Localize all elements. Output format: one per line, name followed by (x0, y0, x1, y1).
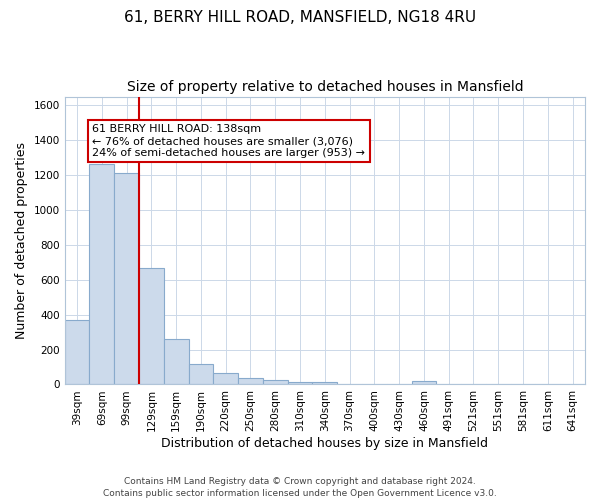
Bar (89, 164, 114, 384)
Text: 61, BERRY HILL ROAD, MANSFIELD, NG18 4RU: 61, BERRY HILL ROAD, MANSFIELD, NG18 4RU (124, 10, 476, 25)
Text: 61 BERRY HILL ROAD: 138sqm
← 76% of detached houses are smaller (3,076)
24% of s: 61 BERRY HILL ROAD: 138sqm ← 76% of deta… (92, 124, 365, 158)
Bar (238, 378, 263, 384)
Text: Contains HM Land Registry data © Crown copyright and database right 2024.
Contai: Contains HM Land Registry data © Crown c… (103, 476, 497, 498)
Y-axis label: Number of detached properties: Number of detached properties (15, 142, 28, 339)
Bar (313, 382, 337, 384)
Bar (65, 320, 89, 384)
Bar (214, 373, 238, 384)
Title: Size of property relative to detached houses in Mansfield: Size of property relative to detached ho… (127, 80, 523, 94)
Bar (287, 382, 313, 384)
Bar (188, 364, 214, 384)
Bar (263, 380, 287, 384)
Bar (412, 381, 436, 384)
Bar (164, 339, 188, 384)
X-axis label: Distribution of detached houses by size in Mansfield: Distribution of detached houses by size … (161, 437, 488, 450)
Bar (139, 268, 164, 384)
Bar (114, 174, 139, 384)
